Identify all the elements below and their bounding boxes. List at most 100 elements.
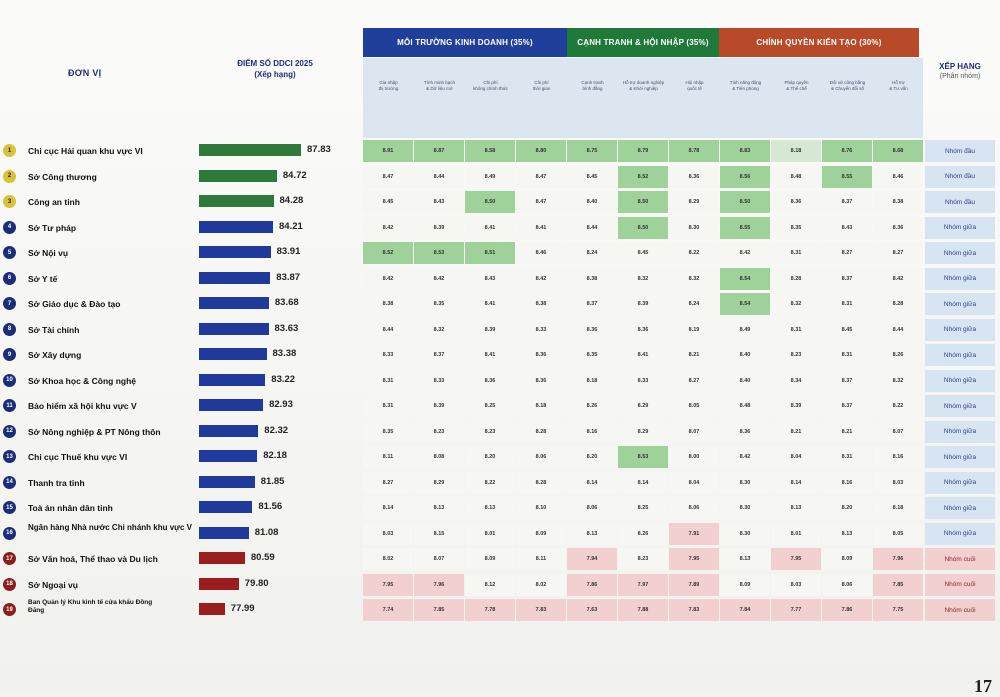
score-cell: 8.40	[567, 191, 617, 213]
score-bar	[199, 348, 267, 360]
score-cell: 8.35	[771, 216, 821, 239]
subcolumn-header: Hỗ trợ & Tư vấn	[873, 80, 924, 91]
group-label: Nhóm giữa	[925, 267, 995, 290]
group-header-business-env: MÔI TRƯỜNG KINH DOANH (35%)	[363, 28, 567, 57]
score-cell: 7.86	[567, 573, 617, 596]
group-label: Nhóm đầu	[925, 191, 995, 213]
group-label: Nhóm giữa	[925, 497, 995, 519]
score-cell: 8.18	[771, 140, 821, 162]
score-cell: 8.87	[414, 140, 464, 162]
score-cell: 8.30	[720, 471, 770, 494]
unit-name: Sở Ngoại vụ	[28, 579, 78, 590]
score-cell: 8.37	[822, 395, 872, 417]
score-bar	[199, 501, 253, 513]
group-label: Nhóm cuối	[925, 599, 995, 621]
score-value: 81.08	[254, 526, 279, 538]
score-cell: 7.83	[669, 599, 719, 621]
score-cell: 8.41	[465, 293, 515, 315]
rank-header-subtitle: (Phân nhóm)	[939, 73, 981, 80]
score-cell: 8.27	[363, 471, 413, 494]
rank-badge: 17	[3, 552, 16, 565]
score-cell: 8.07	[414, 548, 464, 570]
score-cell: 8.44	[414, 165, 464, 188]
score-cell: 8.42	[516, 267, 566, 290]
score-bar	[199, 195, 274, 207]
score-cell: 8.91	[363, 140, 413, 162]
score-cell: 7.95	[771, 548, 821, 570]
rank-badge: 10	[3, 373, 16, 387]
unit-name: Sở Tài chính	[28, 324, 80, 335]
score-cell: 8.03	[771, 573, 821, 596]
score-bar	[199, 552, 245, 564]
score-cell: 8.06	[669, 497, 719, 519]
score-cell: 8.36	[720, 420, 770, 443]
group-label: Nhóm giữa	[925, 369, 995, 392]
score-cell: 8.31	[822, 344, 872, 366]
score-cell: 8.50	[465, 191, 515, 213]
score-cell: 8.40	[720, 369, 770, 392]
subcolumn-header-line: & Dữ liệu mở	[426, 85, 453, 91]
score-cell: 8.35	[414, 293, 464, 315]
unit-name: Sở Tư pháp	[28, 222, 77, 233]
score-value: 82.18	[263, 450, 287, 461]
score-cell: 8.04	[771, 446, 821, 468]
subcolumn-header-line: Chi phí	[534, 80, 549, 85]
score-cell: 8.24	[669, 293, 719, 315]
score-cell: 8.68	[873, 140, 923, 162]
score-cell: 8.06	[516, 446, 566, 468]
score-cell: 8.37	[414, 344, 464, 366]
group-header-label: CẠNH TRANH & HỘI NHẬP (35%)	[577, 38, 709, 47]
subcolumn-header-line: Tính năng động	[729, 80, 762, 85]
score-value: 80.59	[250, 552, 275, 563]
score-bar	[199, 450, 258, 462]
group-label: Nhóm đầu	[925, 140, 995, 162]
score-cell: 8.49	[465, 165, 515, 188]
score-cell: 8.37	[567, 293, 617, 315]
score-cell: 8.18	[567, 369, 617, 392]
score-cell: 8.30	[720, 497, 770, 519]
score-cell: 8.14	[363, 497, 413, 519]
score-cell: 8.55	[822, 165, 872, 188]
unit-column-header: ĐƠN VỊ	[68, 68, 102, 78]
score-cell: 8.42	[720, 242, 770, 264]
score-cell: 8.14	[618, 471, 668, 494]
score-cell: 8.21	[822, 420, 872, 443]
rank-badge: 11	[3, 399, 16, 412]
subcolumn-header-line: & Thể chế	[786, 85, 807, 91]
group-header-government: CHÍNH QUYỀN KIẾN TẠO (30%)	[719, 28, 919, 57]
score-cell: 8.29	[414, 471, 464, 494]
score-cell: 7.97	[618, 573, 668, 596]
group-label: Nhóm giữa	[925, 471, 995, 494]
rank-badge: 2	[3, 169, 16, 183]
score-cell: 8.36	[771, 191, 821, 213]
score-cell: 7.74	[363, 599, 413, 621]
score-cell: 8.18	[516, 395, 566, 417]
score-cell: 8.25	[465, 395, 515, 417]
score-cell: 8.23	[618, 548, 668, 570]
score-cell: 8.23	[465, 420, 515, 443]
score-cell: 8.27	[873, 242, 923, 264]
score-cell: 8.29	[618, 395, 668, 417]
score-cell: 7.85	[414, 599, 464, 621]
unit-name: Toà án nhân dân tỉnh	[28, 503, 113, 513]
score-cell: 8.75	[567, 140, 617, 162]
score-cell: 8.36	[873, 216, 923, 239]
score-cell: 7.86	[822, 599, 872, 621]
subcolumn-header: Hội nhập quốc tế	[669, 80, 720, 91]
score-cell: 7.77	[771, 599, 821, 621]
score-cell: 8.05	[873, 522, 923, 545]
group-label: Nhóm giữa	[925, 522, 995, 545]
score-bar	[199, 144, 301, 156]
rank-header-title: XẾP HẠNG	[939, 62, 981, 71]
score-value: 87.83	[307, 144, 331, 155]
subcolumn-header-line: thị trường	[378, 85, 399, 91]
score-cell: 8.13	[414, 497, 464, 519]
score-cell: 8.02	[363, 548, 413, 570]
score-cell: 8.47	[516, 191, 566, 213]
score-cell: 8.78	[669, 140, 719, 162]
score-cell: 7.88	[618, 599, 668, 621]
score-bar	[199, 271, 271, 284]
score-cell: 8.58	[465, 140, 515, 162]
score-cell: 8.26	[567, 395, 617, 417]
